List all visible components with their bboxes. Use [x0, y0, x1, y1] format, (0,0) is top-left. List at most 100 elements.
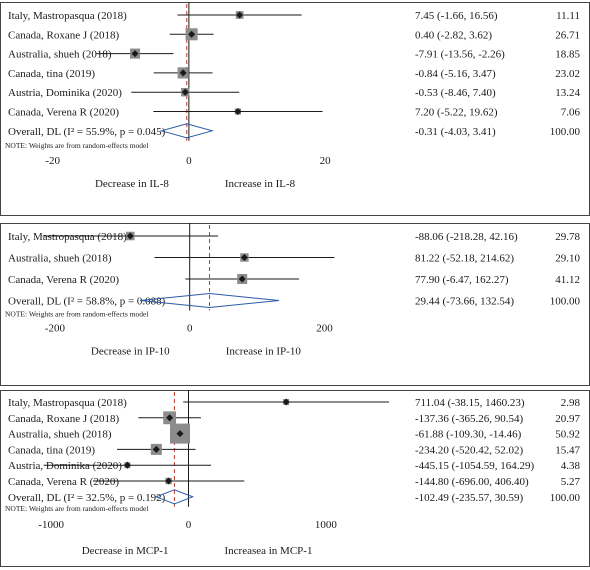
- x-tick-label: -20: [45, 155, 60, 167]
- study-row: Canada, Roxane J (2018) 0.40 (-2.82, 3.62…: [8, 28, 580, 41]
- left-direction-label: Decrease in IL-8: [95, 178, 169, 190]
- study-label: Canada, Verena R (2020): [8, 476, 119, 488]
- study-label: Australia, shueh (2018): [8, 49, 112, 61]
- point-estimate: [165, 477, 173, 485]
- overall-diamond: [154, 489, 195, 505]
- x-tick-label: 20: [320, 155, 332, 167]
- overall-ci-text: -0.31 (-4.03, 3.41): [415, 126, 496, 138]
- overall-label: Overall, DL (I² = 32.5%, p = 0.192): [8, 492, 166, 504]
- study-label: Austria, Dominika (2020): [8, 87, 122, 99]
- study-row: Italy, Mastropasqua (2018) 711.04 (-38.15…: [8, 397, 581, 409]
- x-tick-label: 0: [187, 323, 193, 335]
- point-estimate: [181, 88, 189, 96]
- right-direction-label: Increasea in MCP-1: [224, 545, 312, 557]
- study-row: Canada, tina (2019) -0.84 (-5.16, 3.47) 23…: [8, 67, 580, 80]
- weight-text: 50.92: [555, 429, 580, 441]
- weight-text: 41.12: [555, 274, 580, 286]
- left-direction-label: Decrease in MCP-1: [82, 545, 169, 557]
- study-row: Canada, Roxane J (2018) -137.36 (-365.26,…: [8, 411, 581, 425]
- study-row: Canada, Verena R (2020) 77.90 (-6.47, 162…: [8, 274, 580, 286]
- effect-ci-text: -7.91 (-13.56, -2.26): [415, 49, 505, 61]
- study-label: Italy, Mastropasqua (2018): [8, 231, 127, 243]
- left-direction-label: Decrease in IP-10: [91, 346, 170, 358]
- study-label: Canada, Verena R (2020): [8, 107, 119, 119]
- weight-text: 26.71: [555, 29, 580, 41]
- x-tick-label: 200: [316, 323, 333, 335]
- x-tick-label: 0: [186, 155, 192, 167]
- point-estimate: [188, 30, 196, 38]
- overall-weight-text: 100.00: [550, 492, 581, 504]
- overall-weight-text: 100.00: [550, 296, 581, 308]
- effect-ci-text: 711.04 (-38.15, 1460.23): [415, 397, 525, 409]
- weight-text: 18.85: [555, 49, 580, 61]
- point-estimate: [282, 398, 290, 406]
- point-estimate: [131, 50, 139, 58]
- overall-ci-text: 29.44 (-73.66, 132.54): [415, 296, 514, 308]
- overall-label: Overall, DL (I² = 55.9%, p = 0.045): [8, 126, 166, 138]
- weight-text: 7.06: [561, 107, 581, 119]
- point-estimate: [126, 232, 134, 240]
- weight-text: 23.02: [555, 68, 580, 80]
- study-row: Canada, tina (2019) -234.20 (-520.42, 52.…: [8, 443, 581, 456]
- weights-note: NOTE: Weights are from random-effects mo…: [5, 504, 148, 513]
- point-estimate: [238, 275, 246, 283]
- overall-ci-text: -102.49 (-235.57, 30.59): [415, 492, 523, 504]
- point-estimate: [123, 461, 131, 469]
- forest-panel-mcp-1: Italy, Mastropasqua (2018) 711.04 (-38.15…: [0, 390, 590, 567]
- weight-text: 15.47: [555, 444, 580, 456]
- x-tick-label: 0: [186, 519, 192, 531]
- study-row: Canada, Verena R (2020) -144.80 (-696.00,…: [8, 476, 581, 488]
- right-direction-label: Increase in IL-8: [225, 178, 296, 190]
- study-label: Australia, shueh (2018): [8, 253, 112, 265]
- weight-text: 13.24: [555, 87, 580, 99]
- effect-ci-text: 77.90 (-6.47, 162.27): [415, 274, 509, 286]
- weight-text: 4.38: [561, 460, 581, 472]
- study-label: Canada, Roxane J (2018): [8, 29, 120, 41]
- x-tick-label: -1000: [38, 519, 64, 531]
- study-label: Canada, tina (2019): [8, 68, 95, 80]
- point-estimate: [152, 445, 160, 453]
- x-tick-label: 1000: [315, 519, 338, 531]
- effect-ci-text: -234.20 (-520.42, 52.02): [415, 444, 523, 456]
- effect-ci-text: -61.88 (-109.30, -14.46): [415, 429, 522, 441]
- x-tick-label: -200: [45, 323, 66, 335]
- overall-weight-text: 100.00: [550, 126, 581, 138]
- study-row: Italy, Mastropasqua (2018) -88.06 (-218.2…: [8, 231, 581, 243]
- weights-note: NOTE: Weights are from random-effects mo…: [5, 310, 148, 319]
- weight-text: 29.10: [555, 253, 580, 265]
- study-label: Canada, tina (2019): [8, 444, 95, 456]
- study-label: Canada, Verena R (2020): [8, 274, 119, 286]
- forest-panel-il-8: Italy, Mastropasqua (2018) 7.45 (-1.66, 1…: [0, 2, 590, 216]
- study-row: Austria, Dominika (2020) -445.15 (-1054.5…: [8, 460, 581, 472]
- overall-row: Overall, DL (I² = 58.8%, p = 0.088) 29.44…: [8, 292, 581, 309]
- effect-ci-text: 81.22 (-52.18, 214.62): [415, 253, 514, 265]
- study-label: Italy, Mastropasqua (2018): [8, 10, 127, 22]
- point-estimate: [236, 11, 244, 19]
- overall-label: Overall, DL (I² = 58.8%, p = 0.088): [8, 296, 166, 308]
- study-row: Australia, shueh (2018) -7.91 (-13.56, -2…: [8, 48, 581, 61]
- point-estimate: [240, 253, 248, 262]
- study-label: Italy, Mastropasqua (2018): [8, 397, 127, 409]
- effect-ci-text: 7.20 (-5.22, 19.62): [415, 107, 498, 119]
- weight-text: 20.97: [555, 413, 580, 425]
- weight-text: 2.98: [561, 397, 581, 409]
- effect-ci-text: -0.84 (-5.16, 3.47): [415, 68, 496, 80]
- effect-ci-text: 0.40 (-2.82, 3.62): [415, 29, 492, 41]
- point-estimate: [234, 107, 242, 116]
- effect-ci-text: -144.80 (-696.00, 406.40): [415, 476, 529, 488]
- study-row: Italy, Mastropasqua (2018) 7.45 (-1.66, 1…: [8, 10, 580, 22]
- study-label: Canada, Roxane J (2018): [8, 413, 120, 425]
- effect-ci-text: 7.45 (-1.66, 16.56): [415, 10, 498, 22]
- point-estimate: [166, 414, 174, 422]
- overall-row: Overall, DL (I² = 55.9%, p = 0.045) -0.31…: [8, 123, 581, 139]
- effect-ci-text: -0.53 (-8.46, 7.40): [415, 87, 496, 99]
- effect-ci-text: -88.06 (-218.28, 42.16): [415, 231, 518, 243]
- study-row: Australia, shueh (2018) -61.88 (-109.30, …: [8, 423, 580, 444]
- point-estimate: [176, 430, 184, 438]
- study-row: Canada, Verena R (2020) 7.20 (-5.22, 19.6…: [8, 107, 581, 119]
- study-row: Australia, shueh (2018) 81.22 (-52.18, 21…: [8, 253, 581, 265]
- point-estimate: [179, 69, 187, 77]
- weight-text: 29.78: [555, 231, 580, 243]
- right-direction-label: Increase in IP-10: [226, 346, 302, 358]
- overall-row: Overall, DL (I² = 32.5%, p = 0.192) -102.…: [8, 489, 581, 505]
